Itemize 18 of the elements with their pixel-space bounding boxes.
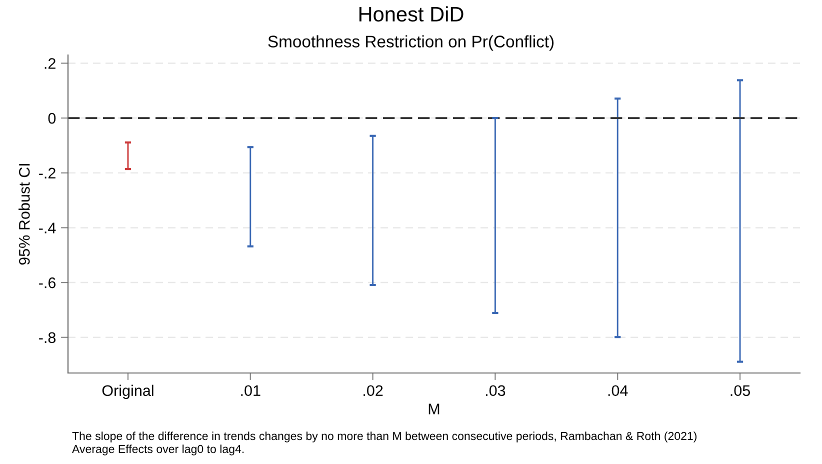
chart-subtitle: Smoothness Restriction on Pr(Conflict) bbox=[268, 35, 554, 51]
y-axis-title: 95% Robust CI bbox=[18, 164, 30, 265]
x-axis-title: M bbox=[428, 404, 440, 414]
y-tick-label: -.8 bbox=[39, 332, 56, 344]
x-tick-label: .01 bbox=[241, 385, 260, 396]
y-tick-label: 0 bbox=[48, 112, 56, 124]
x-tick-label: .04 bbox=[608, 385, 628, 396]
x-tick-label: .02 bbox=[364, 385, 383, 396]
x-tick-label: .03 bbox=[486, 385, 506, 396]
text: The slope of the difference in trends changes by no more than M between consecutive periods, Rambachan & Roth (2021) bbox=[72, 432, 697, 442]
y-tick-label: -.2 bbox=[39, 168, 56, 178]
x-tick-label: Original bbox=[102, 384, 154, 400]
x-tick-label: .05 bbox=[730, 385, 750, 396]
text: Average Effects over lag0 to lag4. bbox=[72, 444, 244, 456]
y-tick-label: .2 bbox=[44, 58, 56, 69]
y-tick-label: -.4 bbox=[39, 222, 56, 234]
y-tick-label: -.6 bbox=[39, 277, 56, 288]
chart-title: Honest DiD bbox=[359, 6, 464, 22]
